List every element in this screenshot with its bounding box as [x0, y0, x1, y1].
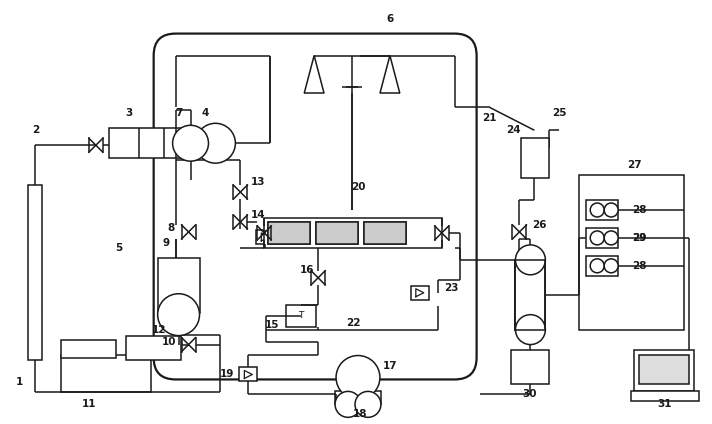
Circle shape	[515, 315, 545, 345]
Circle shape	[590, 259, 604, 273]
Text: 3: 3	[125, 108, 132, 118]
Text: 25: 25	[552, 108, 567, 118]
Text: 10: 10	[162, 337, 176, 346]
FancyBboxPatch shape	[154, 33, 476, 379]
Bar	[256, 230, 274, 244]
Bar	[268, 222, 310, 244]
Text: 22: 22	[346, 318, 360, 328]
Text: 7: 7	[175, 108, 182, 118]
Text: 28: 28	[632, 261, 646, 271]
Text: 6: 6	[387, 14, 394, 24]
Bar	[521, 138, 550, 178]
Circle shape	[515, 245, 545, 275]
Bar	[586, 256, 618, 276]
Bar	[61, 340, 116, 357]
Text: 30: 30	[522, 389, 537, 399]
Text: 18: 18	[352, 409, 367, 419]
Text: 15: 15	[265, 320, 280, 329]
Bar	[109, 128, 184, 158]
Text: 31: 31	[658, 399, 672, 409]
Text: 12: 12	[152, 325, 166, 335]
Circle shape	[604, 231, 618, 245]
Bar	[61, 354, 151, 392]
Circle shape	[604, 259, 618, 273]
Bar	[268, 222, 310, 244]
Bar	[286, 305, 316, 326]
Bar	[586, 228, 618, 248]
Bar	[364, 222, 406, 244]
Bar	[411, 286, 429, 300]
Text: 9: 9	[162, 238, 169, 248]
Text: 26: 26	[532, 220, 547, 230]
Bar	[634, 349, 694, 391]
Text: 1: 1	[16, 377, 23, 388]
Bar	[515, 260, 545, 329]
Circle shape	[590, 231, 604, 245]
Circle shape	[335, 391, 361, 417]
Bar	[316, 222, 358, 244]
Circle shape	[157, 294, 199, 335]
Text: 20: 20	[351, 182, 365, 192]
Text: 17: 17	[382, 362, 397, 371]
Text: 27: 27	[627, 160, 642, 170]
Bar	[639, 354, 689, 385]
Bar	[515, 260, 545, 329]
Text: 2: 2	[33, 125, 40, 135]
Text: 4: 4	[201, 108, 209, 118]
Bar	[316, 222, 358, 244]
Bar	[239, 368, 257, 382]
Bar	[515, 260, 545, 329]
Text: 19: 19	[220, 369, 235, 379]
Bar	[364, 222, 406, 244]
Text: 29: 29	[632, 233, 646, 243]
Circle shape	[590, 203, 604, 217]
Text: 23: 23	[444, 283, 459, 293]
Text: 8: 8	[167, 223, 174, 233]
Text: 14: 14	[251, 210, 266, 220]
Circle shape	[196, 123, 236, 163]
Bar	[126, 335, 181, 360]
Text: T: T	[298, 311, 304, 320]
Circle shape	[604, 203, 618, 217]
Text: 28: 28	[632, 205, 646, 215]
Text: 11: 11	[82, 399, 96, 409]
Bar	[580, 175, 684, 329]
Bar	[264, 218, 441, 248]
Bar	[631, 391, 699, 402]
Bar	[157, 258, 199, 312]
Circle shape	[355, 391, 381, 417]
Text: 29: 29	[632, 233, 646, 243]
Text: 21: 21	[482, 113, 497, 123]
Circle shape	[172, 125, 209, 161]
Circle shape	[336, 356, 380, 399]
Bar	[586, 200, 618, 220]
Bar	[28, 185, 42, 360]
Text: 24: 24	[506, 125, 520, 135]
Text: 13: 13	[251, 177, 266, 187]
Text: 16: 16	[300, 265, 315, 275]
Bar	[335, 391, 381, 404]
Text: 5: 5	[115, 243, 122, 253]
Bar	[511, 349, 550, 385]
